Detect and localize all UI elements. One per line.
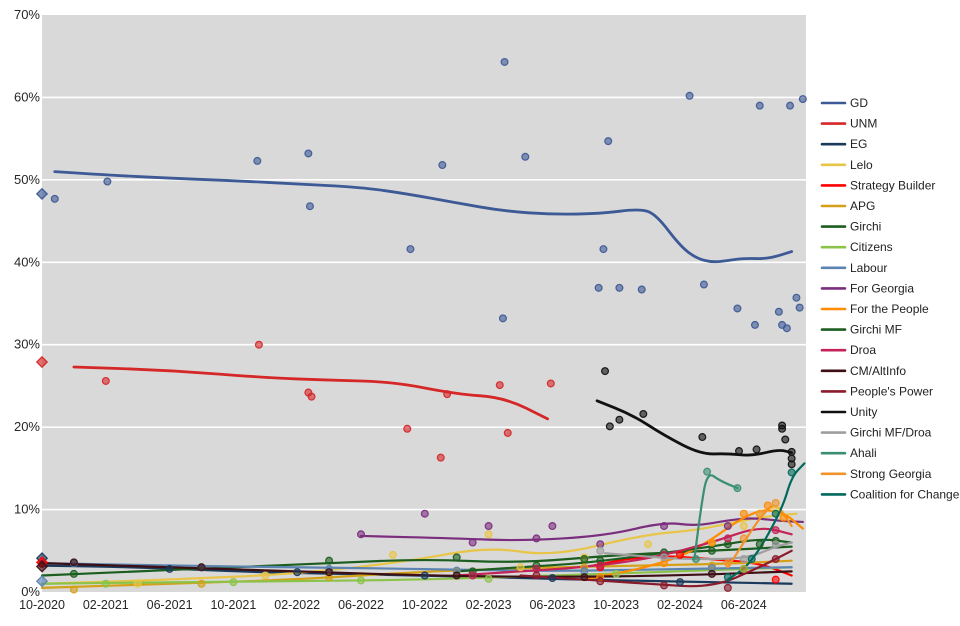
- svg-text:Coalition for Change: Coalition for Change: [850, 487, 960, 501]
- svg-text:Droa: Droa: [850, 343, 876, 357]
- svg-text:For the People: For the People: [850, 302, 929, 316]
- svg-text:CM/AltInfo: CM/AltInfo: [850, 364, 906, 378]
- svg-text:Girchi MF: Girchi MF: [850, 323, 902, 337]
- svg-text:02-2023: 02-2023: [466, 598, 512, 612]
- svg-text:10%: 10%: [14, 502, 40, 517]
- svg-text:Lelo: Lelo: [850, 158, 873, 172]
- svg-text:70%: 70%: [14, 7, 40, 22]
- svg-text:APG: APG: [850, 199, 875, 213]
- svg-text:Unity: Unity: [850, 405, 877, 419]
- svg-text:06-2022: 06-2022: [338, 598, 384, 612]
- svg-text:Strong Georgia: Strong Georgia: [850, 467, 932, 481]
- svg-text:02-2022: 02-2022: [274, 598, 320, 612]
- svg-text:Ahali: Ahali: [850, 446, 877, 460]
- svg-text:Labour: Labour: [850, 261, 887, 275]
- svg-text:Citizens: Citizens: [850, 240, 893, 254]
- svg-text:06-2023: 06-2023: [529, 598, 575, 612]
- svg-text:GD: GD: [850, 96, 868, 110]
- svg-text:Girchi MF/Droa: Girchi MF/Droa: [850, 426, 932, 440]
- svg-text:Strategy Builder: Strategy Builder: [850, 178, 935, 192]
- svg-text:02-2024: 02-2024: [657, 598, 703, 612]
- svg-text:06-2021: 06-2021: [147, 598, 193, 612]
- svg-text:Girchi: Girchi: [850, 220, 881, 234]
- svg-text:50%: 50%: [14, 172, 40, 187]
- svg-text:For Georgia: For Georgia: [850, 281, 914, 295]
- svg-text:06-2024: 06-2024: [721, 598, 767, 612]
- svg-text:10-2021: 10-2021: [210, 598, 256, 612]
- svg-text:0%: 0%: [21, 584, 40, 599]
- svg-text:People's Power: People's Power: [850, 384, 933, 398]
- svg-text:20%: 20%: [14, 419, 40, 434]
- svg-text:10-2022: 10-2022: [402, 598, 448, 612]
- svg-text:02-2021: 02-2021: [83, 598, 129, 612]
- svg-text:10-2020: 10-2020: [19, 598, 65, 612]
- svg-text:60%: 60%: [14, 89, 40, 104]
- svg-text:10-2023: 10-2023: [593, 598, 639, 612]
- svg-text:30%: 30%: [14, 337, 40, 352]
- svg-text:UNM: UNM: [850, 117, 877, 131]
- svg-text:EG: EG: [850, 137, 867, 151]
- svg-text:40%: 40%: [14, 254, 40, 269]
